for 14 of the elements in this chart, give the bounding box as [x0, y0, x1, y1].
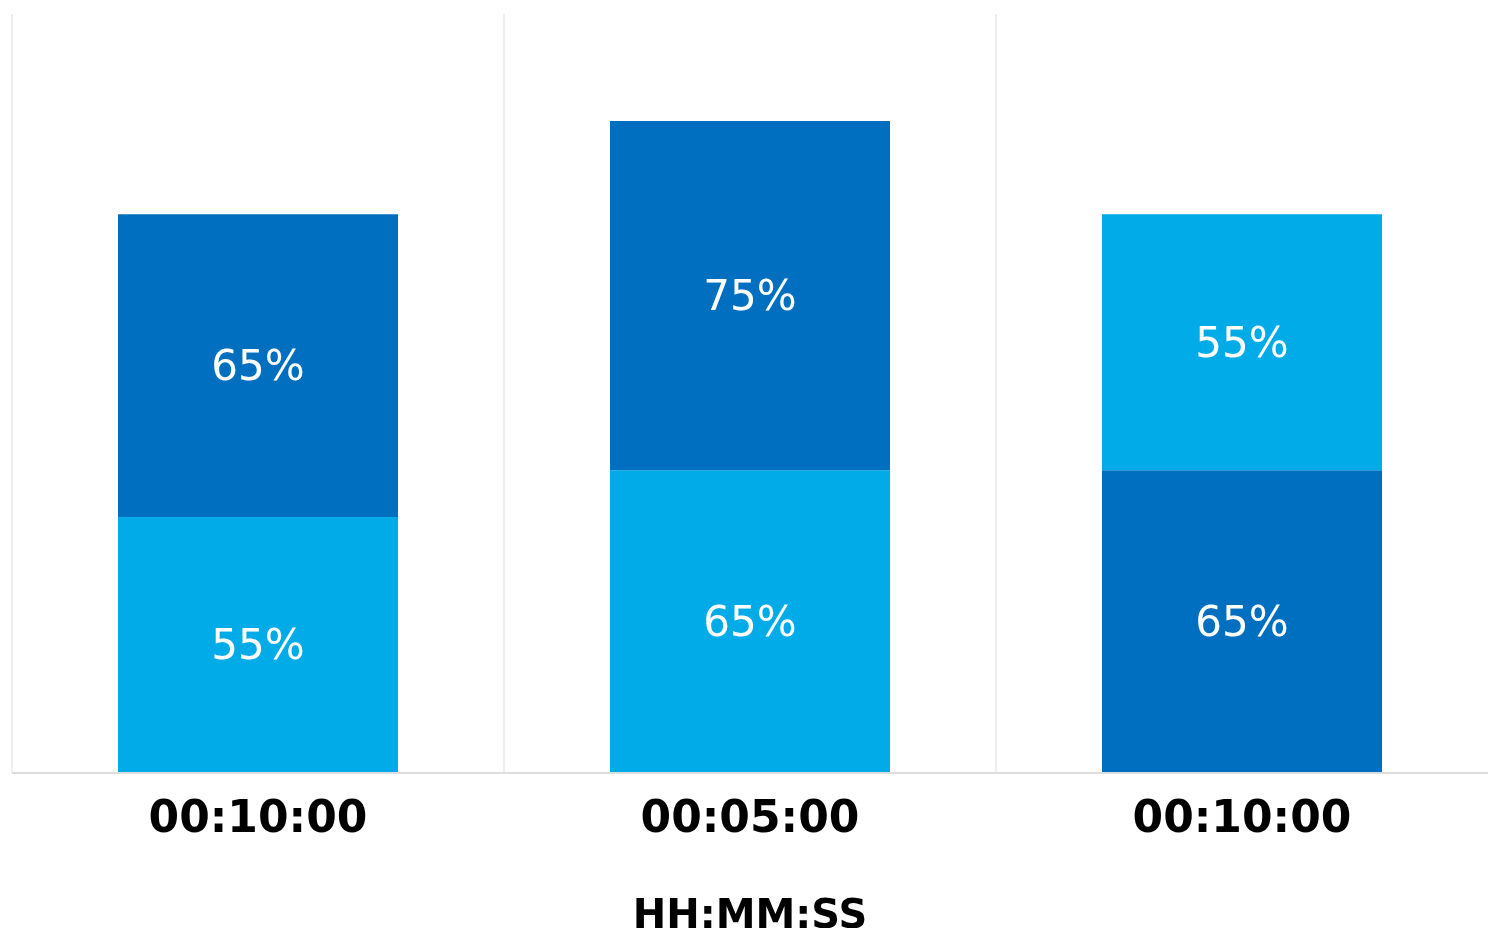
bar [118, 214, 398, 517]
bar [610, 470, 890, 773]
data-label: 55% [1195, 317, 1289, 367]
data-label: 75% [703, 271, 797, 321]
data-label: 55% [211, 620, 305, 670]
data-label: 65% [703, 597, 797, 647]
x-tick-label: 00:05:00 [640, 791, 860, 843]
x-axis-title: HH:MM:SS [632, 891, 868, 937]
bar [610, 121, 890, 471]
bar [118, 516, 398, 773]
data-label: 65% [1195, 597, 1289, 647]
data-label: 65% [211, 341, 305, 391]
x-tick-label: 00:10:00 [1132, 791, 1352, 843]
x-tick-label: 00:10:00 [148, 791, 368, 843]
